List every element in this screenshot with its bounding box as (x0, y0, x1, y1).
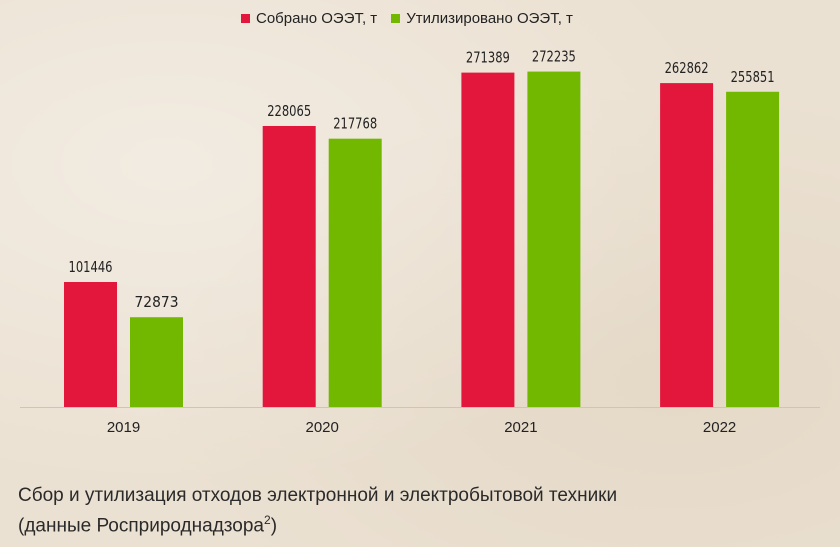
chart-legend: Собрано ОЭЭТ, т Утилизировано ОЭЭТ, т (241, 10, 573, 27)
legend-item-collected: Собрано ОЭЭТ, т (241, 10, 377, 27)
data-label-recycled-2019: 72873 (135, 293, 179, 311)
bar-collected-2022 (660, 83, 714, 408)
bar-collected-2020 (262, 125, 316, 408)
x-tick-label-2019: 2019 (107, 419, 140, 436)
data-label-collected-2022: 262862 (665, 59, 709, 77)
bar-recycled-2020 (328, 138, 382, 407)
x-tick-label-2022: 2022 (703, 419, 736, 436)
x-tick-label-2021: 2021 (504, 419, 537, 436)
caption-line-2: (данные Росприроднадзора2) (18, 508, 617, 538)
data-label-recycled-2021: 272235 (532, 48, 576, 66)
bar-collected-2021 (461, 72, 515, 407)
chart-caption: Сбор и утилизация отходов электронной и … (18, 484, 617, 538)
data-label-collected-2021: 271389 (466, 49, 510, 67)
bar-recycled-2019 (130, 317, 183, 407)
caption-line-1: Сбор и утилизация отходов электронной и … (18, 485, 618, 506)
bar-recycled-2022 (726, 91, 780, 408)
caption-line-2-text: (данные Росприроднадзора (18, 515, 264, 537)
data-label-recycled-2020: 217768 (333, 115, 377, 133)
caption-footnote-marker: 2 (264, 513, 271, 527)
x-tick-label-2020: 2020 (306, 419, 339, 436)
data-label-collected-2020: 228065 (267, 102, 311, 120)
legend-swatch-collected (241, 14, 250, 23)
bar-collected-2019 (64, 282, 117, 407)
data-label-recycled-2022: 255851 (731, 68, 775, 86)
data-label-collected-2019: 101446 (69, 258, 113, 276)
caption-line-2-close: ) (270, 515, 278, 537)
legend-label-recycled: Утилизировано ОЭЭТ, т (406, 10, 573, 27)
legend-label-collected: Собрано ОЭЭТ, т (256, 10, 378, 27)
legend-swatch-recycled (391, 14, 401, 23)
bar-recycled-2021 (527, 71, 581, 407)
legend-item-recycled: Утилизировано ОЭЭТ, т (391, 10, 573, 27)
